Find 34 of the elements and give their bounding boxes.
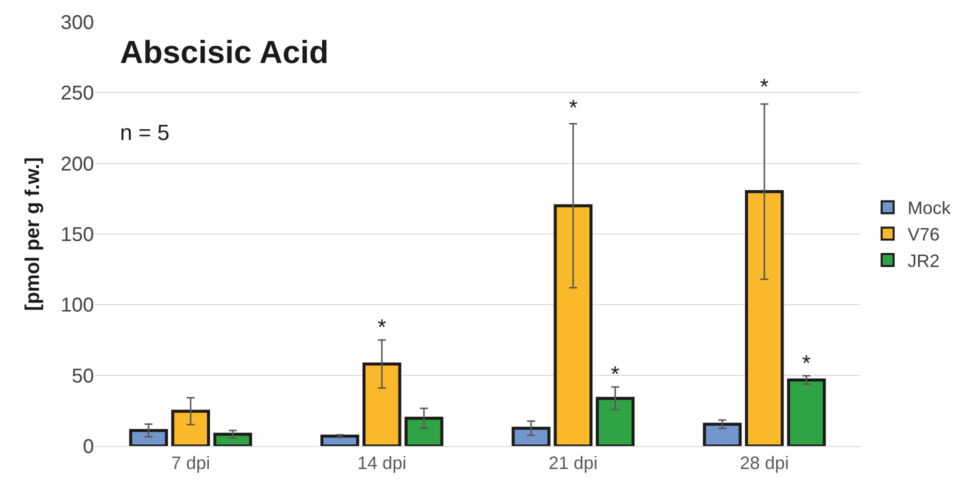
bar bbox=[129, 428, 168, 446]
bar bbox=[213, 432, 252, 446]
x-tick-label: 14 dpi bbox=[357, 452, 406, 473]
annotation: * bbox=[760, 74, 769, 99]
data-label: * bbox=[802, 350, 812, 376]
y-tick-label: 0 bbox=[82, 436, 94, 458]
bar bbox=[787, 378, 826, 446]
data-label: * bbox=[378, 314, 387, 340]
y-axis-title: [pmol per g f.w.] bbox=[22, 157, 44, 311]
y-tick-label: 250 bbox=[60, 82, 94, 105]
legend-label: V76 bbox=[908, 224, 940, 245]
x-tick-label: 28 dpi bbox=[740, 452, 789, 473]
bar bbox=[362, 362, 402, 446]
bar bbox=[404, 416, 444, 446]
y-tick-label: 50 bbox=[72, 365, 94, 388]
y-tick-label: 100 bbox=[60, 294, 94, 317]
legend-label: JR2 bbox=[908, 251, 940, 272]
data-label: * bbox=[610, 362, 620, 387]
x-tick-label: 21 dpi bbox=[548, 452, 598, 473]
bar bbox=[744, 190, 784, 446]
bar bbox=[171, 410, 210, 446]
bar bbox=[702, 422, 742, 446]
legend-label: Mock bbox=[908, 198, 952, 218]
y-tick-label: 300 bbox=[60, 12, 94, 34]
bar bbox=[596, 396, 635, 446]
y-tick-label: 200 bbox=[60, 153, 94, 176]
bar bbox=[320, 434, 360, 446]
annotation: * bbox=[569, 95, 578, 120]
annotation: Abscisic Acid bbox=[120, 34, 329, 70]
annotation: n = 5 bbox=[120, 120, 170, 145]
bar bbox=[554, 204, 593, 446]
x-tick-label: 7 dpi bbox=[171, 452, 210, 473]
bar bbox=[512, 426, 550, 446]
y-tick-label: 150 bbox=[60, 224, 94, 246]
